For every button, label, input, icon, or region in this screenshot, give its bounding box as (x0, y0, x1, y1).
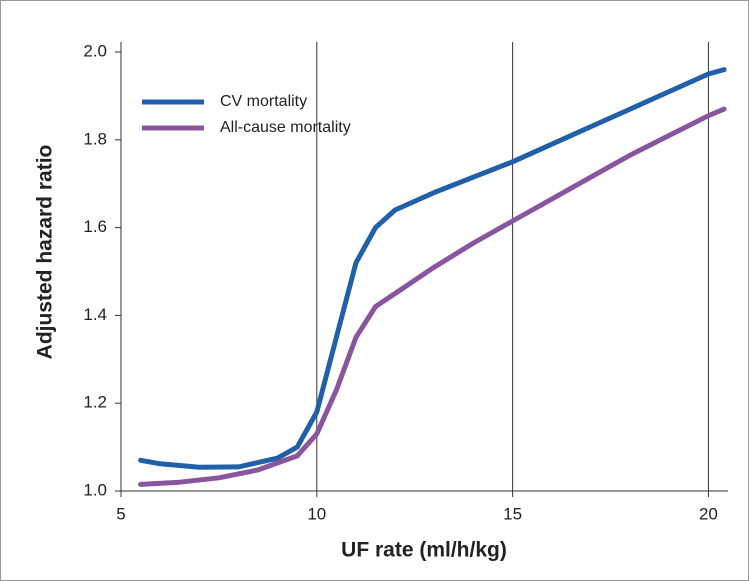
series-line (138, 67, 727, 470)
legend-label: CV mortality (220, 93, 307, 110)
y-tick-label: 1.8 (83, 129, 107, 148)
y-axis-label: Adjusted hazard ratio (34, 145, 57, 360)
y-tick-label: 1.6 (83, 217, 107, 236)
x-tick-label: 20 (699, 504, 718, 523)
y-tick-label: 1.2 (83, 393, 107, 412)
y-tick-label: 2.0 (83, 41, 107, 60)
x-axis-label: UF rate (ml/h/kg) (341, 539, 507, 562)
y-tick-label: 1.4 (83, 305, 107, 324)
y-tick-label: 1.0 (83, 480, 107, 499)
x-tick-label: 15 (503, 504, 522, 523)
x-tick-label: 10 (307, 504, 326, 523)
x-tick-label: 5 (116, 504, 125, 523)
series-line (138, 106, 727, 487)
legend-label: All-cause mortality (220, 119, 351, 136)
